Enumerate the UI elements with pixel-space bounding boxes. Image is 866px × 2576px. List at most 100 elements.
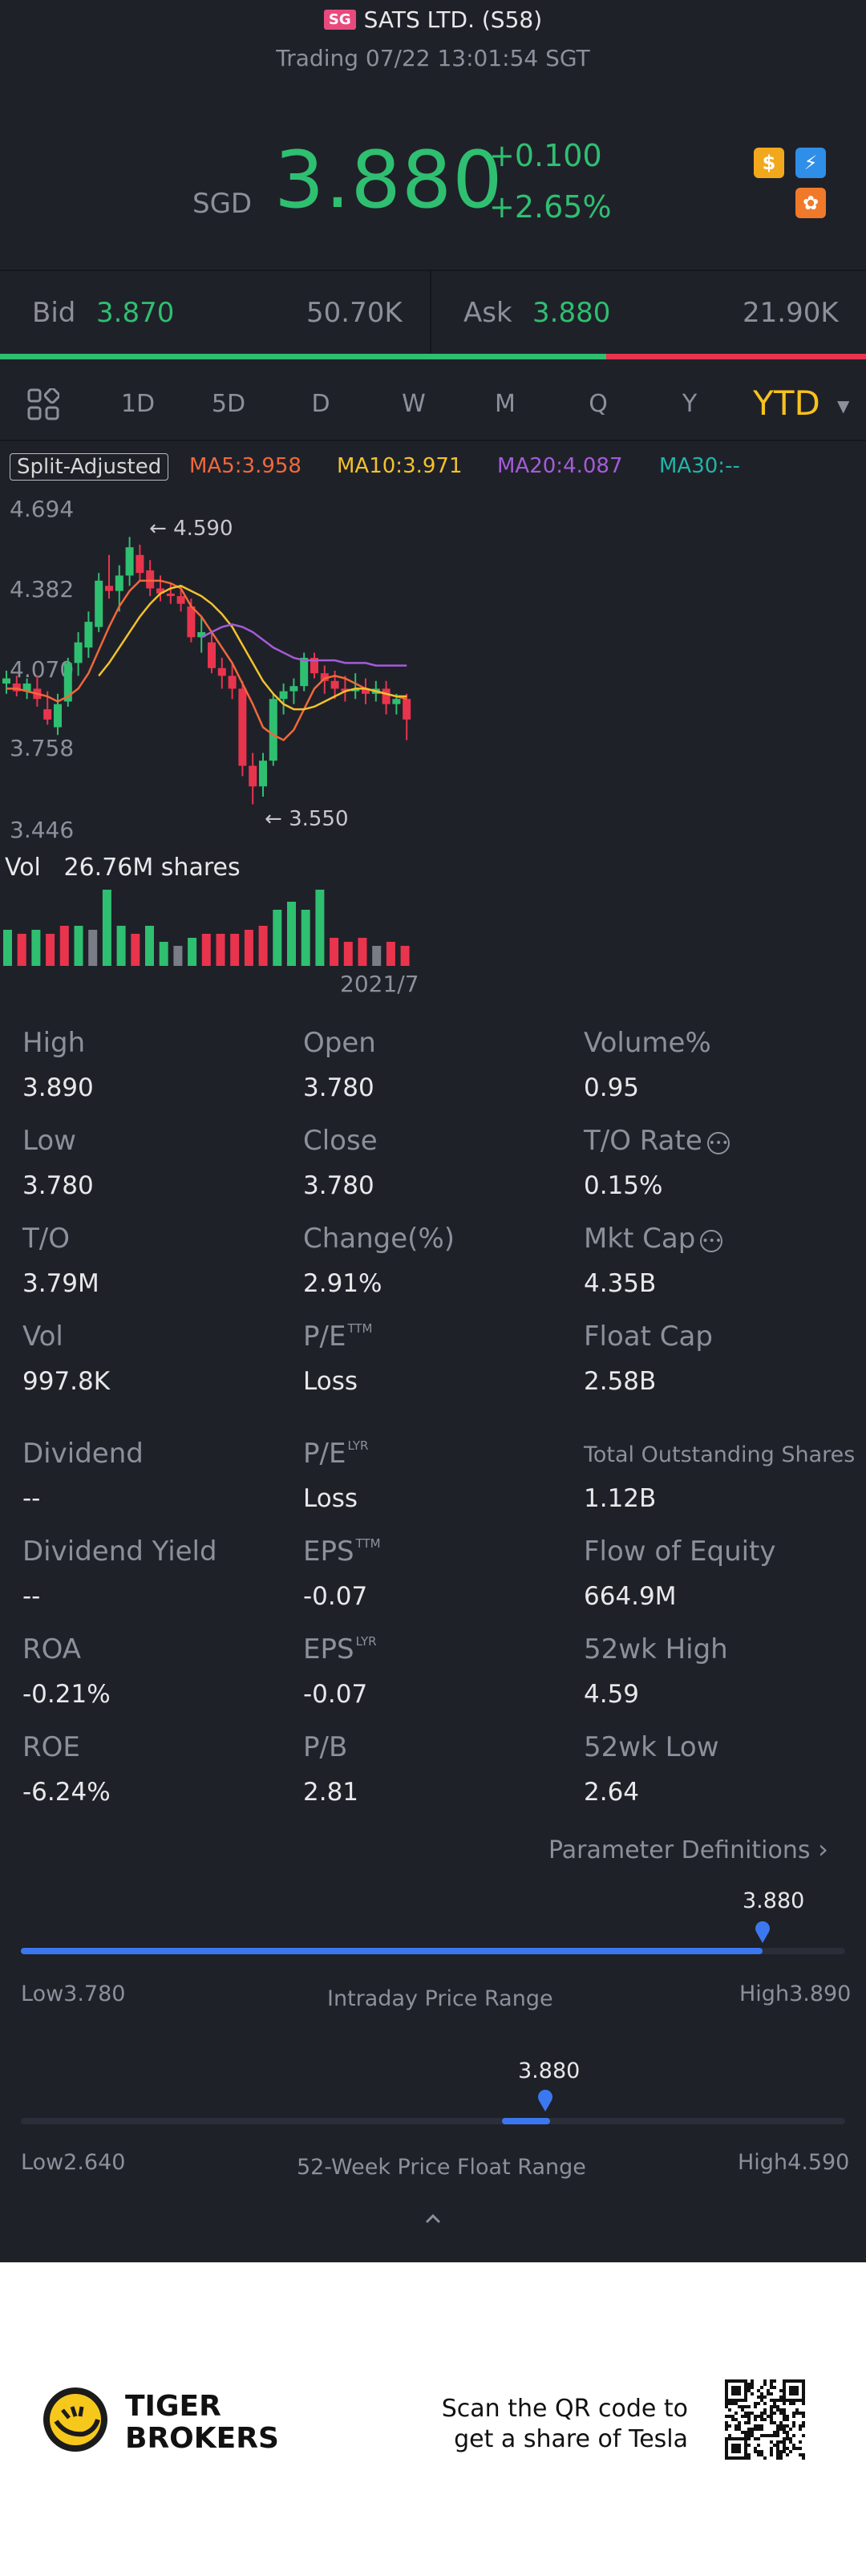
qr-module xyxy=(738,2392,741,2395)
qr-module xyxy=(734,2428,738,2431)
stat-label-text: Volume% xyxy=(584,1027,711,1059)
qr-module xyxy=(783,2437,786,2440)
qr-module xyxy=(725,2383,728,2386)
stat-label-text: Flow of Equity xyxy=(584,1535,776,1568)
qr-module xyxy=(741,2408,744,2412)
qr-module xyxy=(725,2428,728,2431)
qr-module xyxy=(783,2383,786,2386)
qr-module xyxy=(725,2421,728,2424)
qr-module xyxy=(779,2450,783,2453)
dollar-icon[interactable]: $ xyxy=(754,148,784,178)
info-icon[interactable]: ••• xyxy=(706,1132,730,1154)
stat-label: Mkt Cap ••• xyxy=(584,1223,723,1255)
qr-module xyxy=(776,2408,779,2412)
qr-module xyxy=(770,2434,773,2437)
tab-q[interactable]: Q xyxy=(589,390,608,418)
stat-value: 0.95 xyxy=(584,1073,640,1102)
qr-module xyxy=(802,2399,805,2402)
qr-code-icon[interactable] xyxy=(725,2379,805,2460)
qr-module xyxy=(783,2389,786,2392)
stat-label-text: Float Cap xyxy=(584,1320,713,1353)
tab-d[interactable]: D xyxy=(311,390,330,418)
qr-module xyxy=(747,2456,751,2460)
qr-module xyxy=(776,2431,779,2434)
week52-title: 52-Week Price Float Range xyxy=(297,2155,586,2180)
stat-value: 1.12B xyxy=(584,1484,657,1513)
qr-module xyxy=(731,2402,734,2405)
qr-module xyxy=(789,2402,792,2405)
candlestick-chart[interactable] xyxy=(0,481,866,834)
qr-module xyxy=(728,2437,731,2440)
stat-label: Float Cap xyxy=(584,1320,713,1353)
qr-module xyxy=(725,2453,728,2456)
stat-label: Open xyxy=(303,1027,376,1059)
qr-module xyxy=(795,2399,799,2402)
qr-module xyxy=(754,2428,757,2431)
qr-module xyxy=(751,2428,754,2431)
qr-module xyxy=(734,2418,738,2421)
qr-module xyxy=(783,2424,786,2428)
tab-5d[interactable]: 5D xyxy=(211,390,246,418)
qr-module xyxy=(773,2434,776,2437)
stat-label-text: Dividend Yield xyxy=(22,1535,217,1568)
qr-module xyxy=(789,2379,792,2383)
ma20-line xyxy=(200,623,407,667)
parameter-definitions-link[interactable]: Parameter Definitions › xyxy=(548,1834,828,1864)
candle-body xyxy=(269,699,277,761)
stat-label: Total Outstanding Shares xyxy=(584,1442,855,1467)
qr-module xyxy=(770,2408,773,2412)
tab-y[interactable]: Y xyxy=(682,390,698,418)
qr-module xyxy=(792,2415,795,2418)
qr-module xyxy=(738,2379,741,2383)
qr-module xyxy=(751,2379,754,2383)
currency-label: SGD xyxy=(192,188,253,220)
volume-bar xyxy=(31,930,41,966)
qr-module xyxy=(783,2418,786,2421)
qr-module xyxy=(786,2453,789,2456)
tab-ytd[interactable]: YTD xyxy=(753,383,820,423)
qr-module xyxy=(802,2434,805,2437)
qr-module xyxy=(770,2415,773,2418)
date-label: 2021/7 xyxy=(340,971,419,997)
bid-price: 3.870 xyxy=(96,297,175,329)
candle-body xyxy=(341,688,350,692)
info-icon[interactable]: ••• xyxy=(700,1230,723,1252)
product-icon[interactable]: ✿ xyxy=(795,188,826,218)
qr-module xyxy=(770,2383,773,2386)
qr-module xyxy=(731,2437,734,2440)
qr-module xyxy=(725,2405,728,2408)
candle-body xyxy=(197,631,206,638)
qr-module xyxy=(760,2386,763,2389)
qr-module xyxy=(728,2379,731,2383)
tab-dropdown-icon[interactable]: ▼ xyxy=(837,396,850,416)
bid-ask-divider xyxy=(430,271,431,353)
qr-module xyxy=(799,2412,802,2415)
qr-module xyxy=(799,2428,802,2431)
qr-module xyxy=(786,2399,789,2402)
intraday-high: High3.890 xyxy=(739,1982,851,2006)
qr-module xyxy=(747,2386,751,2389)
qr-module xyxy=(789,2440,792,2444)
ma10-legend: MA10:3.971 xyxy=(337,454,463,478)
qr-module xyxy=(731,2450,734,2453)
volume-bar xyxy=(17,934,26,966)
tab-m[interactable]: M xyxy=(495,390,516,418)
stat-label-text: Close xyxy=(303,1125,378,1157)
qr-module xyxy=(738,2437,741,2440)
tab-1d[interactable]: 1D xyxy=(120,390,156,418)
qr-module xyxy=(731,2456,734,2460)
qr-module xyxy=(738,2399,741,2402)
week52-marker-icon xyxy=(537,2089,552,2112)
qr-module xyxy=(731,2389,734,2392)
split-adjusted-toggle[interactable]: Split-Adjusted xyxy=(10,453,169,481)
candle-body xyxy=(238,688,247,766)
flash-icon[interactable]: ⚡ xyxy=(795,148,826,178)
qr-module xyxy=(767,2434,770,2437)
qr-module xyxy=(783,2428,786,2431)
volume-bar xyxy=(343,942,353,966)
tab-w[interactable]: W xyxy=(402,390,426,418)
qr-module xyxy=(754,2437,757,2440)
qr-module xyxy=(789,2389,792,2392)
collapse-chevron-icon[interactable] xyxy=(422,2208,444,2230)
layout-grid-icon[interactable] xyxy=(27,387,61,420)
